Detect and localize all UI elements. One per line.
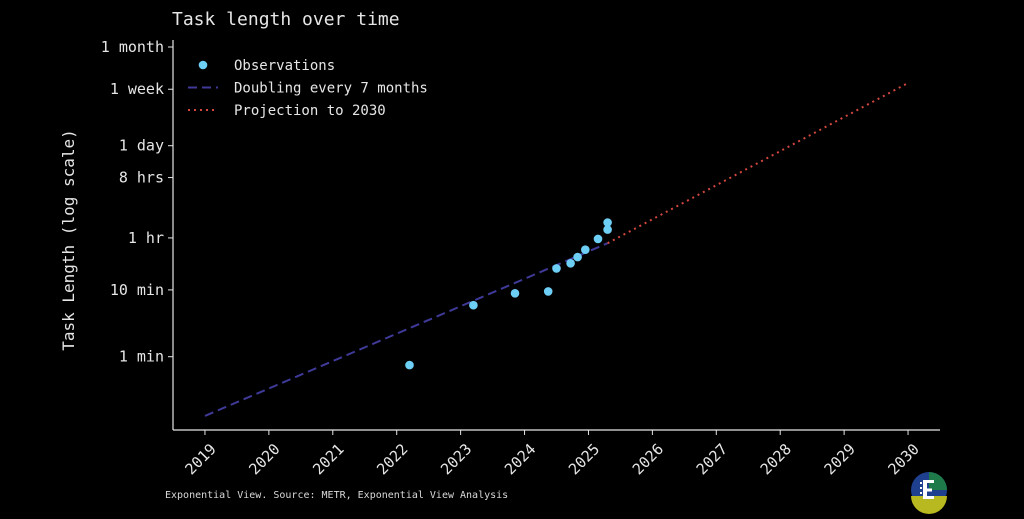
x-tick-label: 2021 <box>309 440 347 478</box>
chart-title: Task length over time <box>172 9 400 30</box>
observation-point <box>543 287 553 296</box>
observation-point <box>581 245 590 254</box>
x-tick-label: 2025 <box>565 440 603 478</box>
observation-point <box>573 252 582 262</box>
observation-point <box>405 360 414 370</box>
observation-point <box>603 225 612 234</box>
x-tick-label: 2023 <box>437 440 475 478</box>
y-tick-label: 8 hrs <box>119 169 164 187</box>
legend-entry-label: Doubling every 7 months <box>234 81 428 97</box>
observation-point <box>593 234 603 244</box>
exponential-view-logo-icon <box>911 472 947 514</box>
legend-entry-label: Observations <box>234 58 335 74</box>
observation-point <box>603 218 612 227</box>
x-tick-label: 2029 <box>821 440 859 478</box>
x-tick-label: 2027 <box>693 440 731 478</box>
doubling-trend-line <box>204 242 608 417</box>
x-tick-label: 2019 <box>181 440 219 478</box>
legend-entry-label: Projection to 2030 <box>234 103 386 119</box>
series-lines <box>204 82 909 417</box>
x-tick-label: 2024 <box>501 440 539 478</box>
axes: 2019 2020 2021 2022 2023 2024 2025 2026 2027 2028… <box>101 38 940 478</box>
observation-point <box>469 300 478 310</box>
y-tick-label: 1 month <box>101 38 164 56</box>
source-footer: Exponential View. Source: METR, Exponent… <box>165 490 508 501</box>
y-tick-label: 1 week <box>110 80 164 98</box>
x-tick-label: 2028 <box>757 440 795 478</box>
y-tick-label: 1 hr <box>128 229 164 247</box>
y-axis-label: Task Length (log scale) <box>59 129 78 351</box>
observation-point <box>510 289 520 298</box>
x-tick-label: 2026 <box>629 440 667 478</box>
observation-points <box>405 218 612 370</box>
x-tick-label: 2030 <box>885 440 923 478</box>
x-tick-label: 2022 <box>373 440 411 478</box>
y-tick-label: 1 min <box>119 348 164 366</box>
projection-line <box>607 82 909 245</box>
y-tick-label: 10 min <box>110 281 164 299</box>
x-tick-label: 2020 <box>245 440 283 478</box>
legend: Observations Doubling every 7 months Proje… <box>188 58 428 119</box>
legend-marker-observations <box>198 60 208 70</box>
observation-point <box>552 264 561 273</box>
y-tick-label: 1 day <box>119 137 164 155</box>
observation-point <box>566 259 575 268</box>
